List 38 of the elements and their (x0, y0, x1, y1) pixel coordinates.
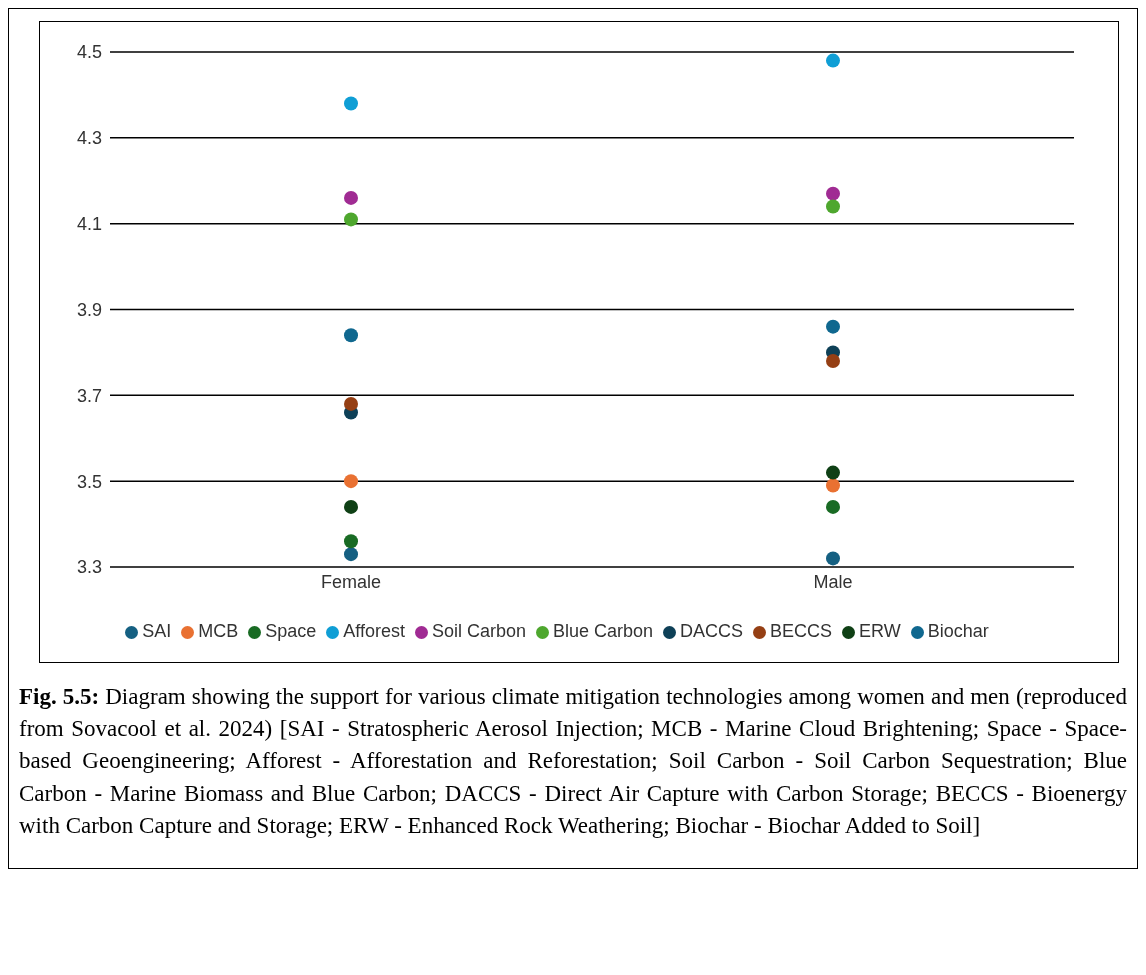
point (826, 53, 840, 68)
point (826, 319, 840, 334)
point (344, 499, 358, 514)
point (826, 465, 840, 480)
point (826, 478, 840, 493)
y-tick-label: 4.3 (76, 128, 102, 149)
point (826, 186, 840, 201)
point (344, 328, 358, 343)
y-tick-label: 3.5 (76, 471, 102, 492)
point (344, 212, 358, 227)
x-tick-label: Female (320, 571, 382, 592)
point (826, 199, 840, 214)
point (826, 354, 840, 368)
point (826, 499, 840, 514)
legend-label: Biochar (927, 621, 989, 641)
point (344, 396, 358, 411)
legend-label: ERW (859, 621, 901, 641)
point (344, 547, 358, 562)
y-tick-label: 4.1 (76, 214, 102, 235)
point (344, 190, 358, 205)
point (344, 534, 358, 549)
y-tick-label: 3.7 (76, 385, 102, 406)
point (344, 474, 358, 489)
legend-label: Afforest (343, 621, 405, 641)
legend-label: DACCS (680, 621, 744, 641)
point (826, 551, 840, 566)
legend-label: Soil Carbon (431, 621, 526, 641)
legend-label: Blue Carbon (553, 621, 654, 641)
x-tick-label: Male (813, 571, 853, 592)
legend-label: SAI (142, 621, 172, 641)
point (344, 96, 358, 111)
y-tick-label: 4.5 (76, 42, 102, 63)
legend-label: Space (265, 621, 317, 641)
caption: Fig. 5.5: Diagram showing the support for various climate mitigation technologies among women and men (reproduced from Sovacool et al. 2024) [SAI - Stratospheric Aerosol Injection; MCB - Marine Cloud Brightening; Space - Space-based Geoengineering; Afforest - Afforestation and Reforestation; Soil Carbon - Soil Carbon Sequestration; Blue Carbon - Marine Biomass and Blue Carbon; DACCS - Direct Air Capture with Carbon Storage; BECCS - Bioenergy with Carbon Capture and Storage; ERW - Enhanced Rock Weathering; Biochar - Biochar Added to Soil] (19, 684, 1127, 838)
y-tick-label: 3.9 (76, 299, 102, 320)
legend-label: MCB (198, 621, 239, 641)
legend-label: BECCS (770, 621, 833, 641)
y-tick-label: 3.3 (76, 557, 102, 578)
